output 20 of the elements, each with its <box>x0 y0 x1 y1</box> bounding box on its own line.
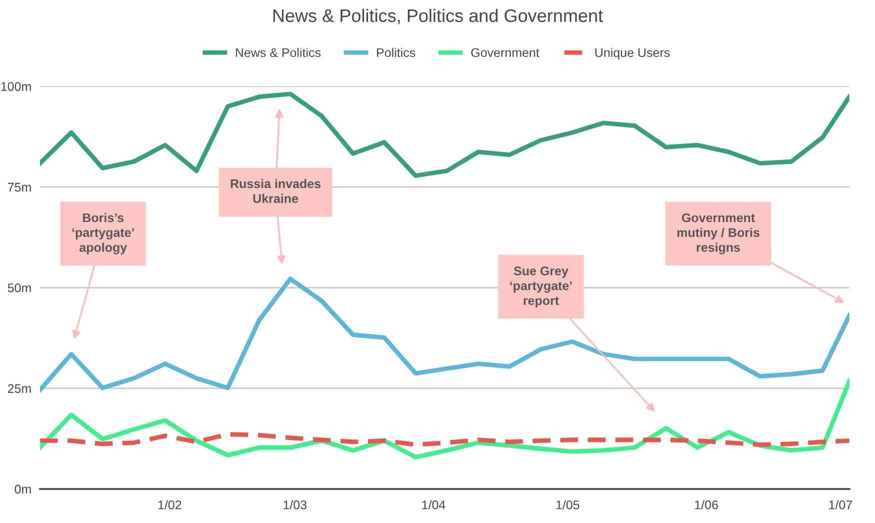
legend-label: Government <box>471 48 540 58</box>
y-tick-label: 75m <box>8 182 31 192</box>
annotation: Russia invades Ukraine <box>230 178 321 203</box>
y-tick-label: 0m <box>14 484 31 494</box>
annotation: Boris’s ‘partygate’ apology <box>72 212 134 254</box>
legend-label: Politics <box>377 48 416 58</box>
annotation: Government mutiny / Boris resigns <box>677 213 760 254</box>
x-tick-label: 1/03 <box>284 500 306 510</box>
y-tick-label: 50m <box>8 283 31 292</box>
x-tick-label: 1/02 <box>158 500 182 510</box>
x-tick-label: 1/07 <box>829 500 852 510</box>
y-tick-label: 100m <box>1 82 31 91</box>
annotation: Sue Grey ‘partygate’ report <box>510 266 572 308</box>
x-tick-label: 1/06 <box>695 500 718 510</box>
legend-label: News & Politics <box>236 48 321 58</box>
chart-title: News & Politics, Politics and Government <box>273 8 603 24</box>
x-tick-label: 1/04 <box>422 500 446 510</box>
y-tick-label: 25m <box>8 384 31 393</box>
legend-label: Unique Users <box>595 48 670 60</box>
x-tick-label: 1/05 <box>556 500 580 510</box>
